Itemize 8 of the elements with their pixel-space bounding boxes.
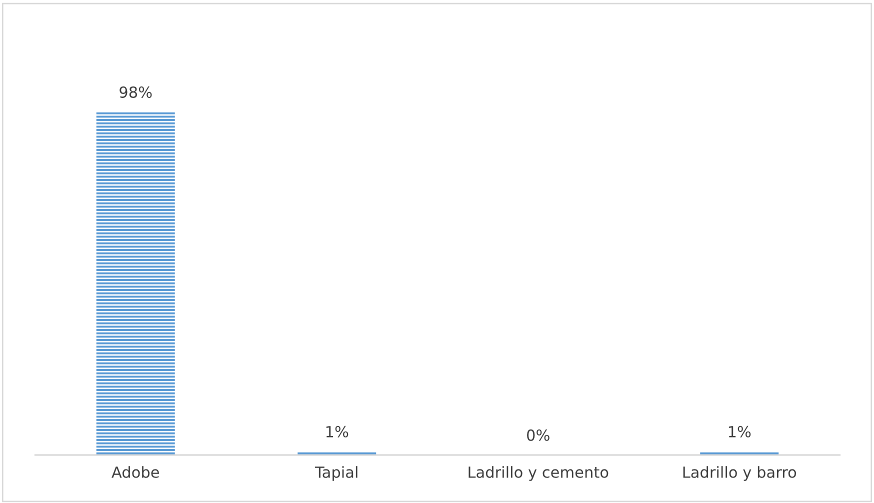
data-label: 0% <box>527 429 550 441</box>
x-tick-label: Adobe <box>112 466 159 478</box>
x-tick-label: Ladrillo y cemento <box>468 466 608 481</box>
data-label: 98% <box>120 86 152 98</box>
x-tick-label: Ladrillo y barro <box>683 466 796 481</box>
data-label: 1% <box>326 426 348 438</box>
data-label: 1% <box>728 426 751 438</box>
x-tick-label: Tapial <box>314 466 358 481</box>
